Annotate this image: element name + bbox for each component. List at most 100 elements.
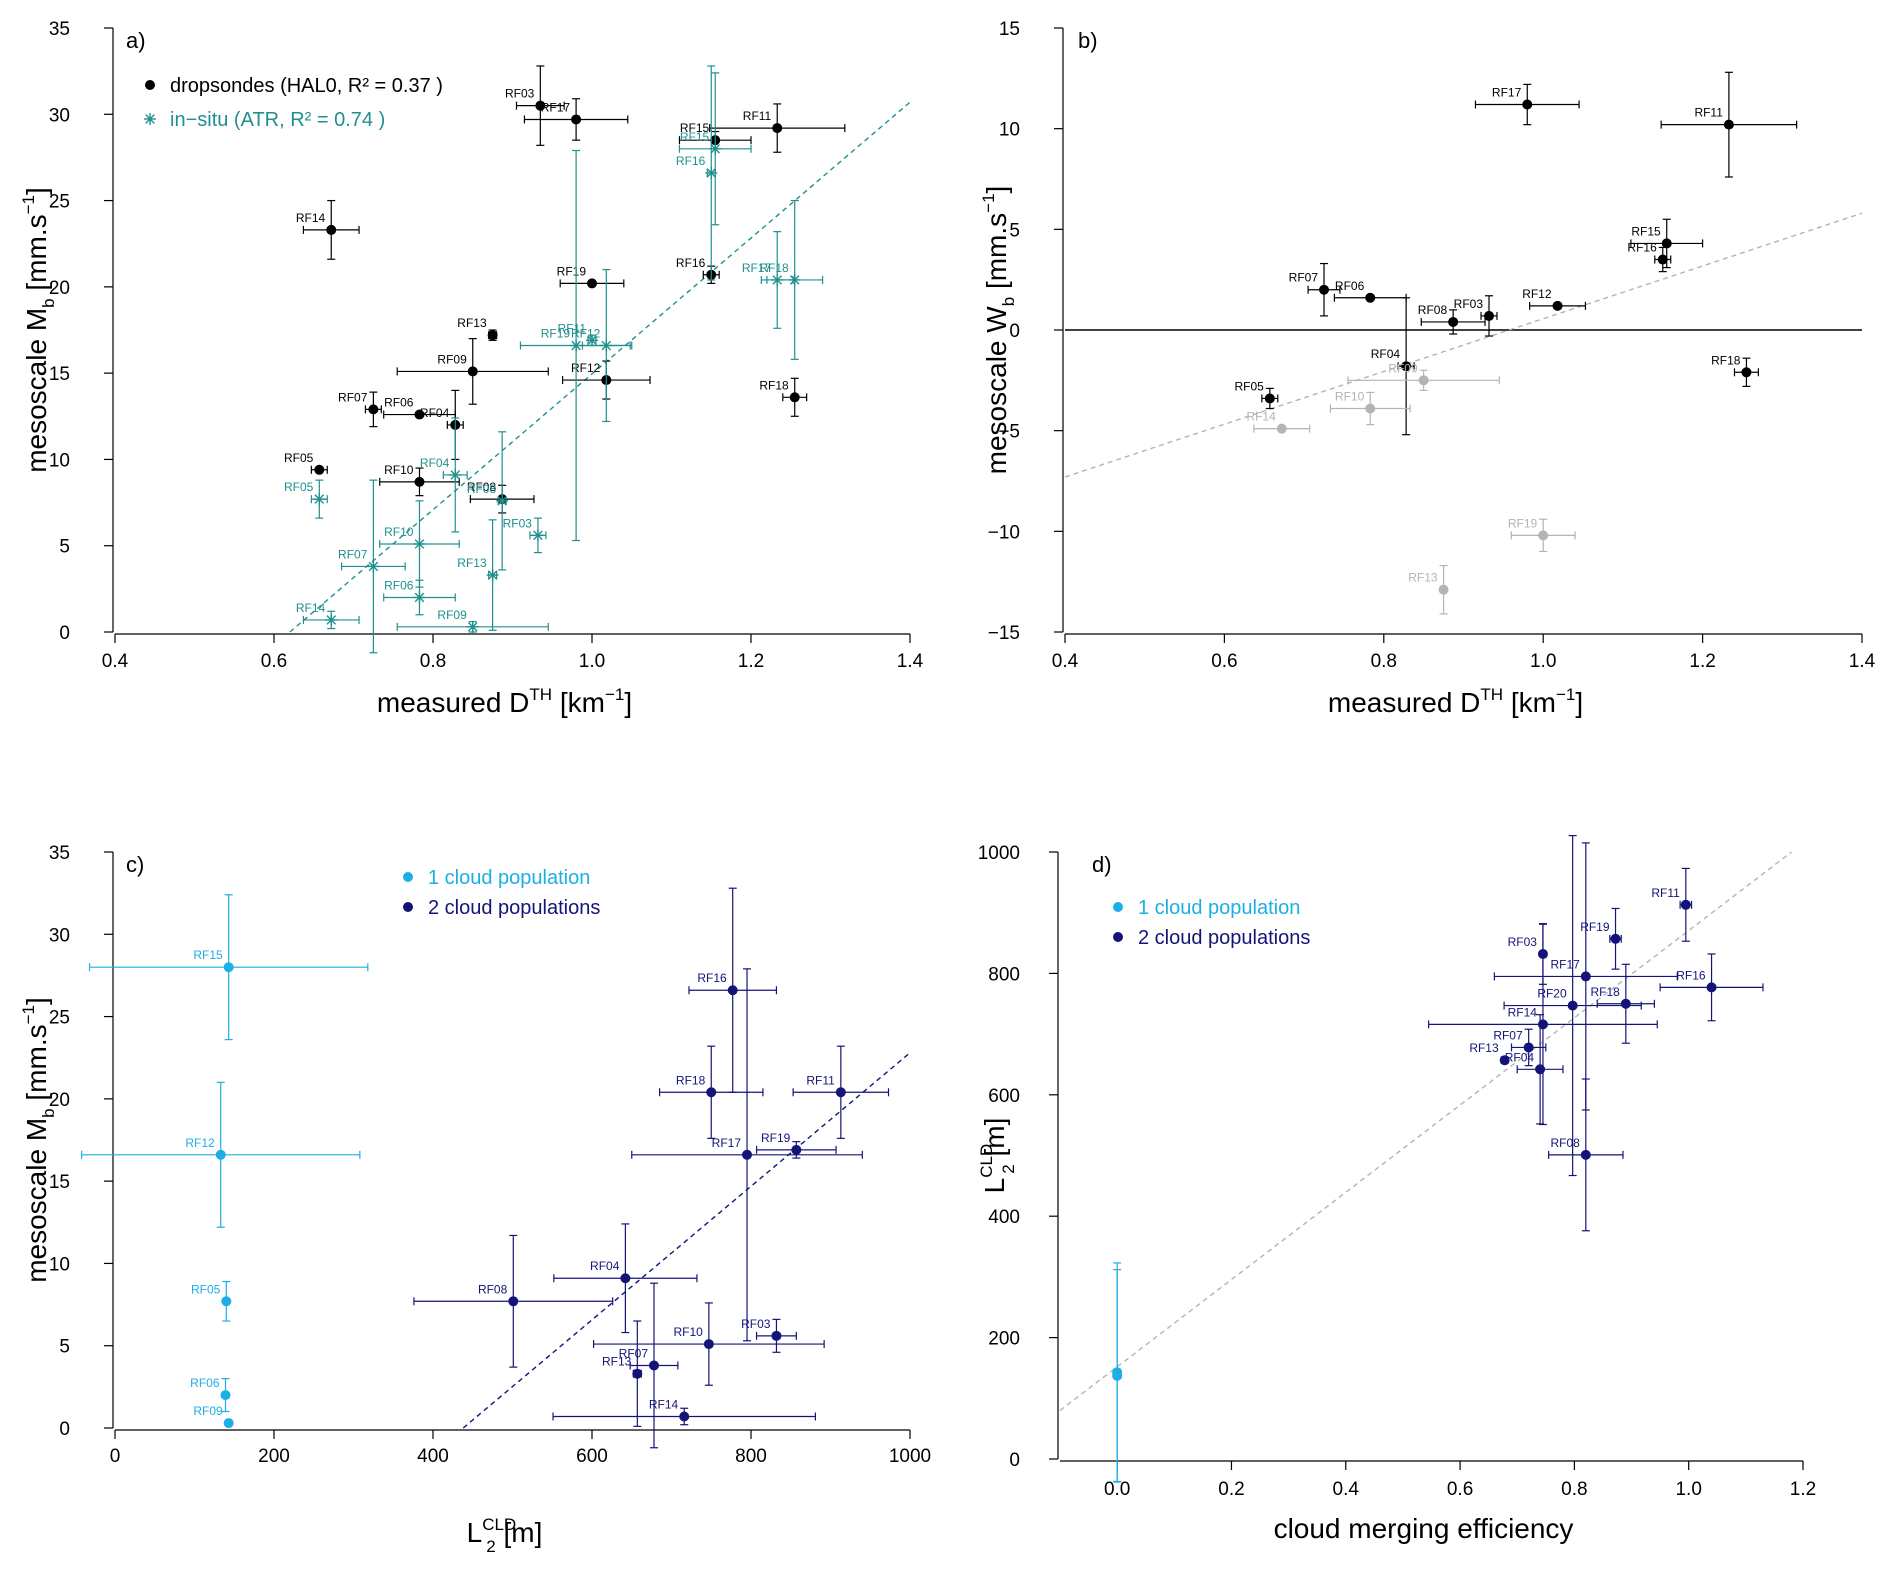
x-axis-title: LCLD 2 [m] bbox=[467, 1515, 543, 1556]
panel-c: 0 200 400 600 800 100005101520253035RF15RF12R… bbox=[19, 843, 931, 1556]
y-tick-label: 1000 bbox=[978, 843, 1020, 864]
data-point-rf04 bbox=[620, 1273, 631, 1284]
y-tick-label: 200 bbox=[988, 1329, 1020, 1350]
point-label: RF09 bbox=[1388, 361, 1418, 375]
data-point-rf11 bbox=[1680, 899, 1691, 910]
point-label: RF06 bbox=[190, 1376, 220, 1390]
point-label: RF14 bbox=[1508, 1005, 1538, 1019]
point-label: RF18 bbox=[759, 378, 789, 392]
legend-label: in−situ (ATR, R² = 0.74 ) bbox=[170, 109, 385, 131]
y-tick-label: 15 bbox=[49, 364, 70, 385]
series-2: RF16 RF18 RF11 RF17 RF19 RF04 RF08 RF03 RF10 RF07… bbox=[413, 887, 890, 1449]
y-tick-label: 5 bbox=[59, 1337, 70, 1358]
point-label: RF19 bbox=[1580, 920, 1610, 934]
point-label: RF03 bbox=[741, 1317, 771, 1331]
data-point-rf06 bbox=[220, 1390, 231, 1401]
point-label: RF05 bbox=[1234, 379, 1264, 393]
point-label: RF17 bbox=[742, 261, 772, 275]
data-point-rf05 bbox=[221, 1296, 232, 1307]
point-label: RF09 bbox=[193, 1404, 223, 1418]
point-label: RF11 bbox=[1694, 106, 1723, 120]
data-point-rf15 bbox=[1661, 238, 1672, 249]
point-label: RF11 bbox=[806, 1073, 835, 1087]
data-point-rf17 bbox=[1580, 971, 1591, 982]
y-tick-label: 15 bbox=[999, 19, 1020, 40]
fit-line bbox=[1064, 212, 1863, 478]
data-point-rf10 bbox=[413, 537, 426, 550]
point-label: RF15 bbox=[193, 948, 223, 962]
legend-dot-marker bbox=[403, 872, 413, 882]
x-tick-label: 600 bbox=[576, 1446, 608, 1467]
data-point-rf14 bbox=[1276, 423, 1287, 434]
data-point-rf19 bbox=[1538, 530, 1549, 541]
data-point-rf20 bbox=[1567, 1000, 1578, 1011]
x-tick-label: 1.2 bbox=[1790, 1479, 1816, 1500]
y-tick-label: 0 bbox=[1009, 1450, 1020, 1471]
data-point-rf12 bbox=[215, 1149, 226, 1160]
point-label: RF20 bbox=[1537, 987, 1567, 1001]
y-tick-label: 5 bbox=[1009, 220, 1020, 241]
y-tick-label: 0 bbox=[59, 1419, 70, 1440]
point-label: RF08 bbox=[1550, 1136, 1580, 1150]
x-tick-label: 1.4 bbox=[1849, 651, 1876, 672]
legend-entry: dropsondes (HAL0, R² = 0.37 ) bbox=[145, 75, 443, 97]
point-label: RF06 bbox=[384, 396, 414, 410]
legend-label: 2 cloud populations bbox=[428, 897, 600, 919]
data-point-rf18 bbox=[1741, 367, 1752, 378]
point-label: RF05 bbox=[191, 1282, 221, 1296]
point-label: RF04 bbox=[590, 1259, 620, 1273]
point-label: RF12 bbox=[571, 327, 601, 341]
point-label: RF07 bbox=[338, 547, 368, 561]
data-point-rf08 bbox=[508, 1296, 519, 1307]
data-point-rf03 bbox=[535, 100, 546, 111]
data-point-rf03 bbox=[771, 1330, 782, 1341]
data-point-rf11 bbox=[835, 1087, 846, 1098]
legend-label: dropsondes (HAL0, R² = 0.37 ) bbox=[170, 75, 443, 97]
data-point-rf05 bbox=[314, 464, 325, 475]
data-point-rf19 bbox=[570, 339, 583, 352]
x-tick-label: 1.0 bbox=[579, 651, 605, 672]
point-label: RF03 bbox=[503, 516, 533, 530]
point-label: RF04 bbox=[420, 406, 450, 420]
point-label: RF13 bbox=[1469, 1041, 1499, 1055]
x-tick-label: 1.2 bbox=[1689, 651, 1715, 672]
point-label: RF11 bbox=[1651, 886, 1680, 900]
series-2: RF11 RF19 RF03 RF17 RF16 RF20 RF18 RF14 RF07RF13… bbox=[1428, 835, 1764, 1232]
x-tick-label: 0.6 bbox=[1211, 651, 1237, 672]
data-point-rf09 bbox=[466, 620, 479, 633]
point-label: RF14 bbox=[649, 1397, 679, 1411]
data-point-rf18 bbox=[789, 392, 800, 403]
data-point-rf16 bbox=[705, 166, 718, 179]
point-label: RF12 bbox=[571, 361, 601, 375]
point-label: RF18 bbox=[1711, 353, 1741, 367]
data-point-rf14 bbox=[326, 224, 337, 235]
point-label: RF04 bbox=[1505, 1050, 1535, 1064]
data-point-rf14 bbox=[679, 1411, 690, 1422]
legend-label: 1 cloud population bbox=[428, 867, 590, 889]
data-point-rf07 bbox=[649, 1360, 660, 1371]
point-label: RF14 bbox=[1246, 410, 1276, 424]
panel-b: 0.4 0.6 0.8 1.0 1.2 1.4 −15 −10 −5 0 5 10 15 RF17 RF11… bbox=[979, 19, 1876, 718]
series-1: RF17 RF11 RF15 RF16 RF07 RF06 RF12 RF03 RF08 RF04… bbox=[1234, 71, 1798, 436]
point-label: RF06 bbox=[1335, 279, 1365, 293]
x-tick-label: 0.4 bbox=[102, 651, 129, 672]
y-tick-label: 15 bbox=[49, 1172, 70, 1193]
y-tick-label: 5 bbox=[59, 537, 70, 558]
series-1: RF15 RF12 RF05 RF06 RF09 bbox=[81, 894, 369, 1429]
y-tick-label: 0 bbox=[59, 623, 70, 644]
point-label: RF19 bbox=[1508, 516, 1538, 530]
x-tick-label: 1.0 bbox=[1675, 1479, 1701, 1500]
point-label: RF13 bbox=[457, 556, 487, 570]
point-label: RF12 bbox=[185, 1136, 215, 1150]
data-point-rf08 bbox=[1580, 1149, 1591, 1160]
data-point-rf13 bbox=[632, 1368, 643, 1379]
data-point-rf11 bbox=[1723, 119, 1734, 130]
fit-line bbox=[1059, 851, 1792, 1411]
data-point-rf04 bbox=[449, 468, 462, 481]
x-axis-title: cloud merging efficiency bbox=[1274, 1513, 1574, 1544]
point-label: RF10 bbox=[674, 1325, 704, 1339]
point-label: RF07 bbox=[1493, 1028, 1523, 1042]
series-2: RF09 RF10 RF14 RF19 RF13 bbox=[1246, 361, 1576, 615]
x-tick-label: 800 bbox=[735, 1446, 767, 1467]
